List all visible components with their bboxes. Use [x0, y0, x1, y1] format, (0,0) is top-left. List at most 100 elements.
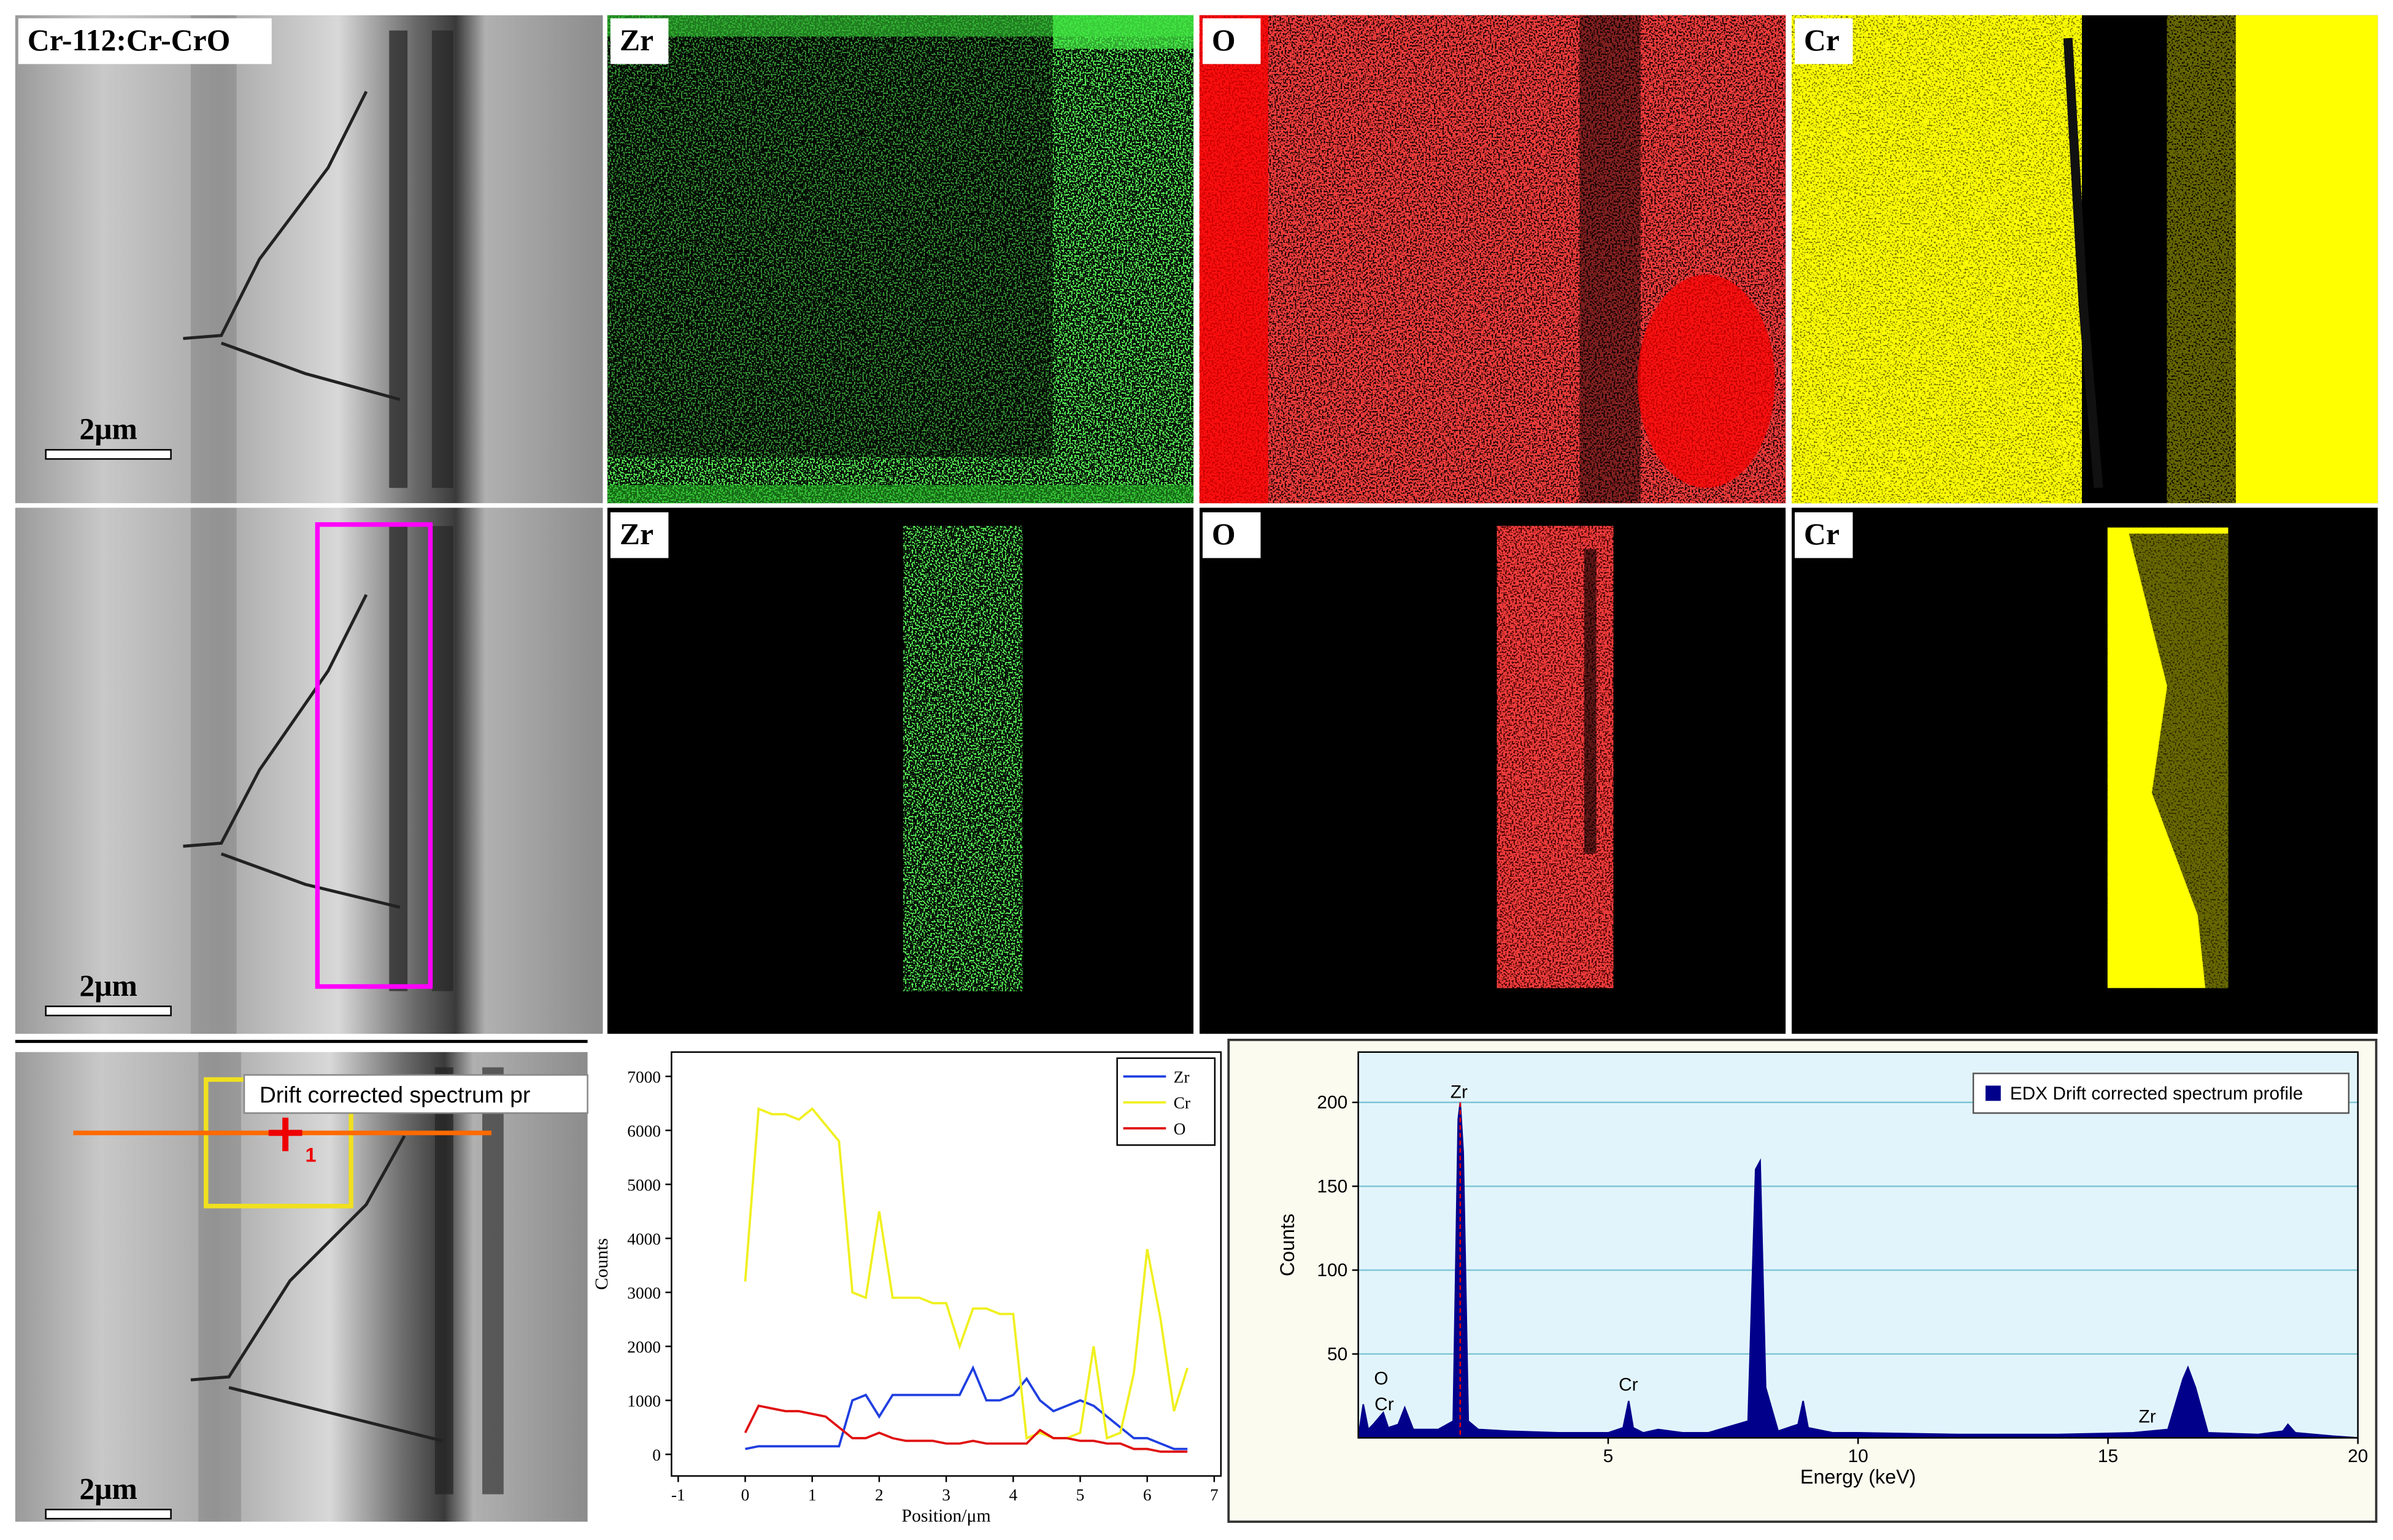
panel-label: O: [1212, 23, 1236, 57]
image-detail: [434, 1067, 453, 1495]
sem-image-2: [15, 507, 603, 1034]
image-detail: [1199, 507, 1786, 1034]
zr-map-2: [607, 507, 1194, 1034]
x-axis-label: Energy (keV): [1800, 1466, 1916, 1488]
image-detail: [1792, 15, 2082, 504]
x-tick-label: 2: [875, 1485, 884, 1504]
axes-frame: [671, 1051, 1222, 1477]
sem-image-3: [15, 1052, 588, 1522]
image-detail: [315, 522, 433, 989]
image-detail: [1792, 507, 2378, 1034]
series-line: [745, 1365, 1188, 1450]
image-detail: [2107, 527, 2229, 988]
peak-label: Cr: [1619, 1374, 1638, 1395]
label-box: [1202, 18, 1261, 64]
image-detail: [2235, 15, 2378, 504]
image-detail: [190, 507, 237, 1034]
image-detail: [15, 15, 603, 504]
peak-label: O: [1374, 1369, 1388, 1389]
x-tick-label: 15: [2098, 1446, 2118, 1466]
y-tick-label: 0: [652, 1446, 661, 1464]
y-tick-label: 100: [1317, 1260, 1347, 1280]
x-tick-label: 10: [1848, 1446, 1868, 1466]
x-tick-label: -1: [671, 1485, 685, 1504]
image-detail: [1199, 15, 1268, 504]
x-tick-label: 5: [1603, 1446, 1614, 1466]
label-box: [1202, 512, 1261, 558]
panel-label: Cr: [1804, 23, 1840, 57]
panel-label: Cr-112:Cr-CrO: [28, 23, 231, 57]
image-detail: [389, 30, 408, 488]
image-detail: [1053, 15, 1194, 504]
y-tick-label: 4000: [627, 1230, 661, 1248]
y-tick-label: 3000: [627, 1284, 661, 1302]
label-box: [610, 18, 669, 64]
image-detail: [1637, 274, 1775, 488]
image-detail: [190, 15, 237, 504]
x-axis-label: Position/μm: [901, 1506, 990, 1526]
marker-label: 1: [305, 1144, 316, 1166]
legend-swatch: [1985, 1085, 2001, 1101]
x-tick-label: 20: [2348, 1446, 2368, 1466]
image-detail: [15, 507, 603, 1034]
image-detail: [482, 1067, 504, 1495]
y-tick-label: 150: [1317, 1176, 1347, 1196]
peak-label: Zr: [2138, 1407, 2156, 1427]
image-detail: [268, 1117, 302, 1152]
label-box: [610, 512, 669, 558]
scale-bar-label: 2μm: [79, 969, 137, 1003]
x-tick-label: 7: [1210, 1485, 1219, 1504]
image-detail: [903, 526, 1023, 991]
scale-bar-label: 2μm: [79, 412, 137, 446]
y-axis-label: Counts: [1276, 1214, 1298, 1276]
legend-label: Cr: [1174, 1094, 1190, 1112]
y-tick-label: 5000: [627, 1176, 661, 1194]
label-box: [18, 18, 272, 64]
image-detail: [431, 526, 453, 991]
image-detail: [1579, 15, 1641, 504]
image-detail: [1053, 15, 1194, 49]
series-line: [744, 1404, 1188, 1453]
image-detail: [1792, 15, 2082, 504]
callout: Drift corrected spectrum pr: [260, 1082, 530, 1107]
legend-box: [1972, 1072, 2350, 1114]
panel-label: Cr: [1804, 517, 1840, 551]
y-axis-label: Counts: [592, 1238, 612, 1290]
legend-label: Zr: [1174, 1068, 1190, 1086]
cr-map-2: [1792, 507, 2378, 1034]
cr-map-1: [1792, 15, 2378, 504]
label-box: [1795, 18, 1853, 64]
image-detail: [2167, 15, 2236, 504]
legend-label: EDX Drift corrected spectrum profile: [2010, 1084, 2303, 1104]
y-tick-label: 50: [1327, 1344, 1347, 1365]
y-tick-label: 1000: [627, 1392, 661, 1410]
series-line: [744, 1107, 1189, 1440]
image-detail: [2063, 37, 2103, 488]
plot-area: [1358, 1052, 2358, 1438]
image-detail: [431, 30, 453, 488]
image-detail: [190, 1135, 443, 1442]
y-tick-label: 2000: [627, 1338, 661, 1356]
y-tick-label: 7000: [627, 1068, 661, 1086]
panel-label: O: [1212, 517, 1236, 551]
sem-image-1: [15, 15, 603, 504]
scale-bar: [45, 1509, 172, 1520]
legend-label: O: [1174, 1120, 1186, 1138]
x-tick-label: 0: [741, 1485, 750, 1504]
scale-bar-label: 2μm: [79, 1472, 137, 1506]
label-box: [1795, 512, 1853, 558]
x-tick-label: 4: [1009, 1485, 1017, 1504]
o-map-1: [1199, 15, 1786, 504]
scale-bar: [45, 449, 172, 460]
image-detail: [389, 526, 408, 991]
image-detail: [243, 1074, 588, 1114]
image-detail: [183, 594, 401, 909]
x-tick-label: 5: [1076, 1485, 1085, 1504]
x-tick-label: 3: [942, 1485, 950, 1504]
image-detail: [183, 90, 401, 401]
zr-map-1: [607, 15, 1194, 504]
spectrum-area: [1357, 1102, 2358, 1439]
o-map-2: [1199, 507, 1786, 1034]
